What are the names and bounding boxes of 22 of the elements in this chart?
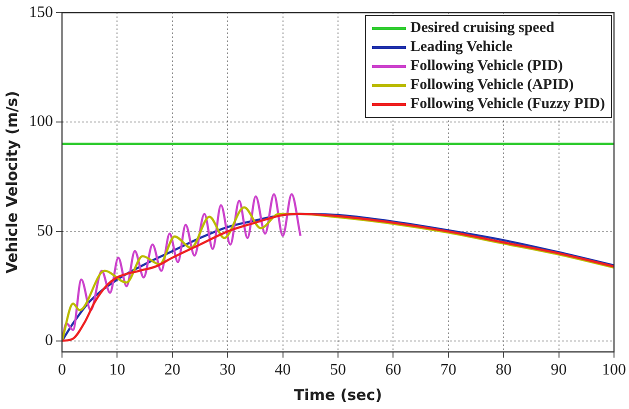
y-tick-label: 100 <box>29 113 53 130</box>
x-tick-label: 20 <box>164 362 180 379</box>
y-tick-label: 50 <box>37 222 53 240</box>
x-tick-label: 10 <box>109 362 126 379</box>
x-tick-label: 30 <box>220 362 236 379</box>
legend-label: Leading Vehicle <box>410 38 513 56</box>
legend-label: Following Vehicle (Fuzzy PID) <box>410 96 605 113</box>
x-tick-label: 70 <box>440 362 456 379</box>
x-tick-label: 90 <box>550 362 567 379</box>
x-tick-label: 50 <box>330 362 346 379</box>
x-tick-label: 0 <box>58 362 66 379</box>
x-axis-title: Time (sec) <box>294 386 382 404</box>
x-tick-label: 40 <box>274 362 291 379</box>
legend-label: Desired cruising speed <box>410 20 554 37</box>
x-tick-label: 80 <box>496 362 512 379</box>
legend-label: Following Vehicle (APID) <box>410 76 574 94</box>
y-axis-title: Vehicle Velocity (m/s) <box>2 90 21 274</box>
y-tick-label: 150 <box>29 4 53 21</box>
x-tick-label: 100 <box>602 362 626 379</box>
y-tick-label: 0 <box>45 332 53 350</box>
x-tick-label: 60 <box>385 362 402 379</box>
legend-label: Following Vehicle (PID) <box>410 58 563 75</box>
